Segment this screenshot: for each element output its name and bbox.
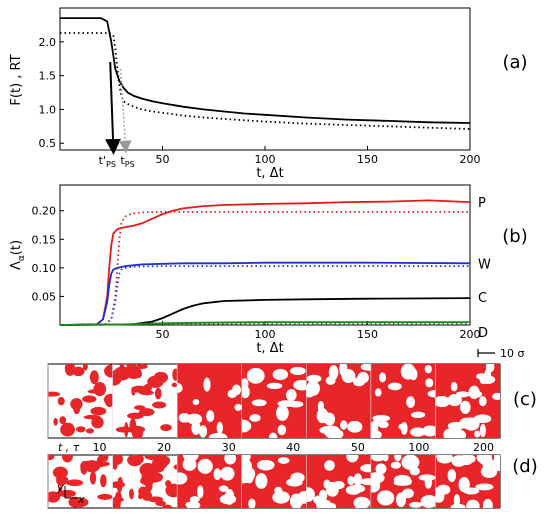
panel-a-annotation-main-0: t' [99, 154, 106, 167]
time-label-30: 30 [222, 441, 236, 454]
panel-a-ytick-label-0: 0.5 [39, 137, 57, 150]
row-d-snapshot-100 [370, 455, 436, 508]
panel-a-annotation-0: t'PS [99, 154, 116, 169]
row-c-label: (c) [513, 389, 537, 410]
series-label-P: P [478, 196, 486, 211]
panel-b-ytick-label-0: 0.05 [32, 290, 57, 303]
panel-a-ylabel: F(t) , RT [9, 54, 24, 105]
panel-b-xtick-label-2: 150 [357, 328, 378, 341]
panel-a-ytick-label-3: 2.0 [39, 36, 57, 49]
panel-a-arrow-1 [118, 68, 132, 154]
axis-x-letter: x [77, 493, 85, 506]
panel-b-ylabel-sub: α [17, 255, 27, 261]
panel-a-xtick-label-1: 100 [255, 153, 276, 166]
panel-b-series-1-dotted [59, 210, 470, 326]
panel-a-series-0 [60, 17, 471, 124]
panel-b-ytick-label-1: 0.10 [32, 262, 57, 275]
time-label-20: 20 [157, 441, 171, 454]
row-d-snapshot-10 [47, 455, 113, 508]
row-c-snapshot-10 [47, 364, 113, 438]
snapshot-grid: 10 σ t , τ 10 20 30 40 50 100 200 (c) (d) y x [47, 347, 538, 509]
panel-b-ylabel-text: Λ [9, 261, 24, 270]
panel-a-xlabel: t, Δt [256, 166, 283, 181]
series-label-C: C [478, 291, 487, 306]
row-d-snapshot-20 [112, 455, 178, 508]
time-label-200: 200 [473, 441, 494, 454]
panel-b-xlabel: t, Δt [256, 341, 283, 356]
panel-a-frame [59, 7, 471, 151]
panel-b-series-6-D [59, 321, 470, 326]
panel-b-series-3-dotted [59, 265, 470, 326]
panel-b-label: (b) [502, 226, 527, 247]
row-d-snapshot-50 [305, 455, 371, 508]
panel-b-series-2-W [59, 261, 471, 326]
row-c-snapshot-100 [370, 364, 436, 438]
time-label-50: 50 [351, 441, 365, 454]
panel-a-ytick-label-1: 1.0 [39, 103, 57, 116]
panel-a-ytick-label-2: 1.5 [39, 70, 57, 83]
panel-a-label: (a) [502, 52, 527, 73]
axis-y-letter: y [56, 481, 64, 494]
panel-a-annotation-sub-1: PS [125, 160, 135, 169]
row-d-snapshot-200 [435, 455, 500, 508]
row-d-label: (d) [512, 456, 537, 477]
panel-a-xtick-label-0: 50 [156, 153, 170, 166]
panel-b-ytick-label-3: 0.20 [32, 205, 57, 218]
panel-b-series-0-P [59, 199, 471, 326]
row-d-snapshot-30 [176, 455, 242, 508]
panel-b-series-7-dotted [59, 322, 470, 326]
row-c-snapshot-50 [305, 364, 371, 438]
panel-b-ylabel: Λα(t) [9, 240, 27, 270]
panel-b: 50 100 150 200 0.05 0.10 0.15 0.20 P W C D t, Δt Λ… [9, 184, 528, 356]
series-label-W: W [478, 257, 491, 272]
panel-a-annotation-1: tPS [120, 154, 134, 169]
row-d-snapshot-40 [241, 455, 307, 508]
panel-a-annotation-main-1: t [120, 154, 125, 167]
time-label-40: 40 [286, 441, 300, 454]
panel-a-arrow-0 [105, 62, 122, 155]
panel-b-ytick-label-2: 0.15 [32, 233, 57, 246]
row-c-snapshot-200 [435, 364, 500, 438]
series-label-D: D [478, 326, 488, 341]
panel-b-frame [59, 184, 471, 326]
panel-a-annotation-sub-0: PS [106, 160, 116, 169]
time-label-100: 100 [408, 441, 429, 454]
panel-a-xtick-label-2: 150 [357, 153, 378, 166]
panel-a-series-1-dotted [60, 32, 471, 130]
row-c-snapshot-20 [112, 364, 178, 438]
row-c-snapshot-30 [176, 364, 242, 438]
scale-bar-label: 10 σ [500, 347, 524, 360]
panel-b-series-4-C [59, 297, 471, 326]
snapshot-row-c [47, 363, 501, 439]
snapshot-row-d [47, 454, 501, 509]
time-label-10: 10 [93, 441, 107, 454]
panel-b-ylabel-arg: (t) [9, 240, 24, 255]
panel-a-xtick-label-3: 200 [460, 153, 481, 166]
panel-b-xtick-label-3: 200 [460, 328, 481, 341]
xy-axes-indicator: y x [56, 481, 85, 506]
panel-b-xtick-label-1: 100 [255, 328, 276, 341]
time-axis-label: t , τ [58, 441, 80, 454]
row-c-snapshot-40 [241, 364, 307, 438]
panel-b-xtick-label-0: 50 [156, 328, 170, 341]
